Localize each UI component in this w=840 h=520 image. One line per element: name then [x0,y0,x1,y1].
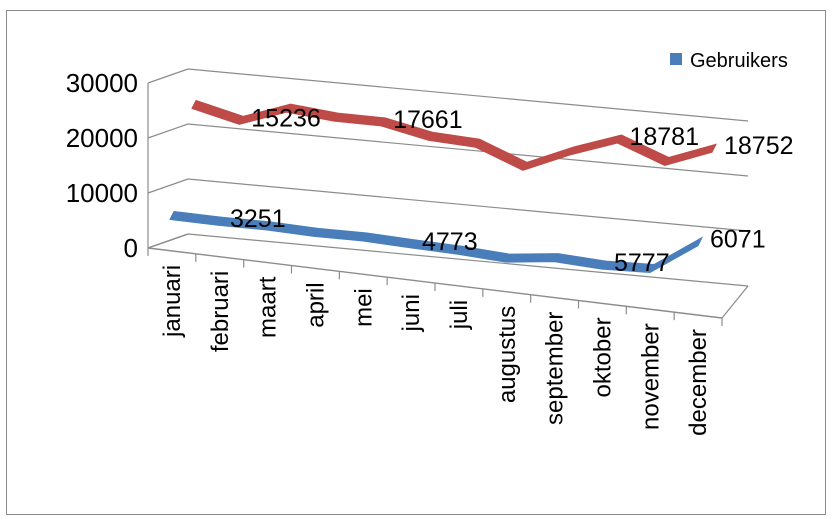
x-tick-label: januari [159,265,186,338]
y-tick-label: 30000 [66,68,138,98]
series-ribbon [191,99,717,171]
x-tick-label: mei [350,288,377,327]
x-tick-label: september [542,312,569,425]
gridline [187,123,749,177]
side-gridline [147,178,189,194]
x-tick-label: oktober [589,317,616,397]
x-tick-label: april [302,282,329,327]
x-tick-label: maart [255,276,282,338]
data-label: 5777 [614,249,670,277]
x-tick-label: juli [446,300,473,330]
floor-right-edge [721,285,749,319]
data-label: 18752 [724,132,794,160]
x-tick-label: februari [207,271,234,352]
x-tick-label: december [685,329,712,436]
floor-left-edge [147,233,189,249]
data-label: 15236 [251,104,321,132]
side-gridline [147,68,189,84]
y-tick-label: 10000 [66,178,138,208]
legend-swatch [670,53,682,65]
y-tick-label: 20000 [66,123,138,153]
gridline [187,178,749,232]
series-ribbon [169,210,704,274]
data-label: 17661 [393,106,463,134]
x-tick-label: november [637,323,664,430]
x-tick-label: juni [398,294,425,332]
data-label: 18781 [629,123,699,151]
data-label: 4773 [422,228,478,256]
x-tick-label: augustus [494,306,521,403]
chart-frame [6,10,826,515]
legend-label: Gebruikers [690,50,788,72]
floor-back-edge [187,233,749,287]
side-gridline [147,123,189,139]
data-label: 6071 [710,226,766,254]
data-label: 3251 [230,205,286,233]
gridline [187,68,749,122]
y-tick-label: 0 [124,233,138,263]
